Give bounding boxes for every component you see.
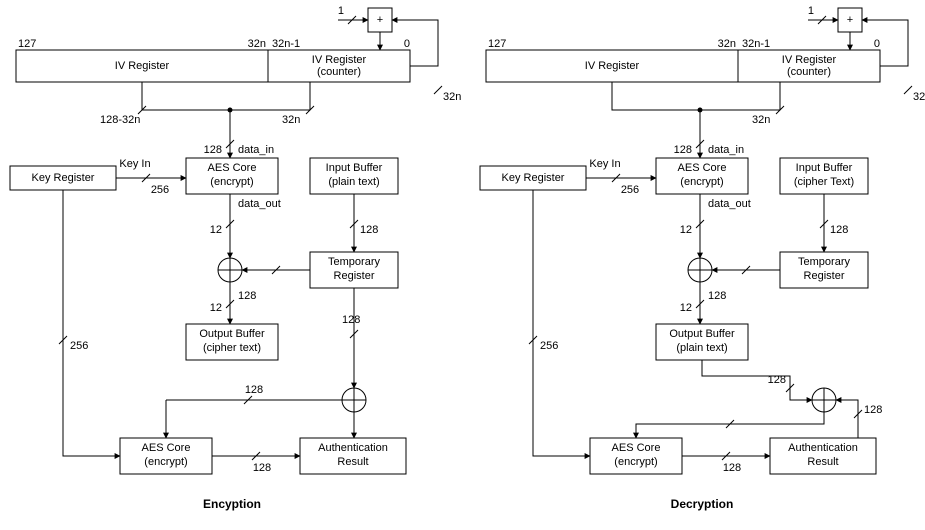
svg-text:data_out: data_out xyxy=(708,198,751,210)
svg-text:Key Register: Key Register xyxy=(502,172,565,184)
decryption-title: Decryption xyxy=(671,497,734,511)
svg-text:128: 128 xyxy=(360,224,378,236)
svg-text:data_in: data_in xyxy=(708,144,744,156)
svg-text:(encrypt): (encrypt) xyxy=(614,456,657,468)
svg-text:IV Register: IV Register xyxy=(782,54,837,66)
svg-text:128: 128 xyxy=(768,374,786,386)
lbl-32n: 32n xyxy=(282,114,300,126)
svg-text:Input Buffer: Input Buffer xyxy=(796,162,853,174)
feedback-32n: 32n xyxy=(443,91,461,103)
output-buffer-sub-r: (plain text) xyxy=(676,342,727,354)
svg-text:128: 128 xyxy=(204,144,222,156)
svg-text:Authentication: Authentication xyxy=(318,442,388,454)
svg-text:256: 256 xyxy=(151,184,169,196)
encryption-title: Encyption xyxy=(203,497,261,511)
svg-text:Authentication: Authentication xyxy=(788,442,858,454)
bit-0-l: 0 xyxy=(404,38,410,50)
svg-text:Result: Result xyxy=(337,456,368,468)
svg-text:data_in: data_in xyxy=(238,144,274,156)
svg-text:(encrypt): (encrypt) xyxy=(680,176,723,188)
svg-text:Input Buffer: Input Buffer xyxy=(326,162,383,174)
svg-text:(counter): (counter) xyxy=(317,66,361,78)
svg-text:128: 128 xyxy=(342,314,360,326)
bit-32n-l: 32n xyxy=(248,38,266,50)
input-buffer-sub-r: (cipher Text) xyxy=(794,176,854,188)
lbl-128-32n: 128-32n xyxy=(100,114,140,126)
svg-text:128: 128 xyxy=(238,290,256,302)
svg-text:1: 1 xyxy=(808,5,814,17)
svg-text:Register: Register xyxy=(804,270,845,282)
svg-text:256: 256 xyxy=(70,340,88,352)
svg-text:32n: 32n xyxy=(752,114,770,126)
diagram-canvas: + 1 32n 127 32n 32n-1 0 IV Register IV R… xyxy=(0,0,925,530)
svg-text:data_out: data_out xyxy=(238,198,281,210)
output-buffer-sub: (cipher text) xyxy=(203,342,261,354)
svg-text:Result: Result xyxy=(807,456,838,468)
svg-text:+: + xyxy=(847,14,853,26)
svg-text:256: 256 xyxy=(540,340,558,352)
svg-text:Key In: Key In xyxy=(119,158,150,170)
svg-text:(counter): (counter) xyxy=(787,66,831,78)
svg-text:Temporary: Temporary xyxy=(798,256,850,268)
svg-text:128: 128 xyxy=(708,290,726,302)
svg-text:Temporary: Temporary xyxy=(328,256,380,268)
svg-text:AES Core: AES Core xyxy=(612,442,661,454)
input-buffer-sub: (plain text) xyxy=(328,176,379,188)
bit-127-l: 127 xyxy=(18,38,36,50)
svg-text:128: 128 xyxy=(723,462,741,474)
svg-text:Register: Register xyxy=(334,270,375,282)
svg-text:12: 12 xyxy=(210,302,222,314)
svg-text:(encrypt): (encrypt) xyxy=(144,456,187,468)
svg-text:Key In: Key In xyxy=(589,158,620,170)
svg-text:AES Core: AES Core xyxy=(678,162,727,174)
encryption-diagram: + 1 32n 127 32n 32n-1 0 IV Register IV R… xyxy=(10,5,461,511)
svg-text:128: 128 xyxy=(253,462,271,474)
iv-register-label: IV Register xyxy=(115,60,170,72)
svg-text:32n-1: 32n-1 xyxy=(742,38,770,50)
svg-text:12: 12 xyxy=(680,224,692,236)
svg-text:128: 128 xyxy=(674,144,692,156)
adder-plus: + xyxy=(377,14,383,26)
decryption-diagram: + 1 32n 127 32n 32n-1 0 IV Register IV R… xyxy=(480,5,925,511)
svg-text:IV Register: IV Register xyxy=(585,60,640,72)
xor-icon-top xyxy=(218,258,242,282)
svg-text:0: 0 xyxy=(874,38,880,50)
svg-text:12: 12 xyxy=(210,224,222,236)
svg-text:(encrypt): (encrypt) xyxy=(210,176,253,188)
svg-text:128: 128 xyxy=(245,384,263,396)
svg-text:12: 12 xyxy=(680,302,692,314)
xor-icon-bottom xyxy=(342,388,366,412)
svg-text:128: 128 xyxy=(830,224,848,236)
key-register-label: Key Register xyxy=(32,172,95,184)
svg-text:256: 256 xyxy=(621,184,639,196)
svg-text:Output Buffer: Output Buffer xyxy=(669,328,735,340)
svg-text:AES Core: AES Core xyxy=(208,162,257,174)
svg-text:127: 127 xyxy=(488,38,506,50)
svg-text:IV Register: IV Register xyxy=(312,54,367,66)
svg-text:128: 128 xyxy=(864,404,882,416)
svg-text:AES Core: AES Core xyxy=(142,442,191,454)
one-label: 1 xyxy=(338,5,344,17)
bit-32n1-l: 32n-1 xyxy=(272,38,300,50)
svg-text:Output Buffer: Output Buffer xyxy=(199,328,265,340)
svg-text:32n: 32n xyxy=(913,91,925,103)
svg-text:32n: 32n xyxy=(718,38,736,50)
